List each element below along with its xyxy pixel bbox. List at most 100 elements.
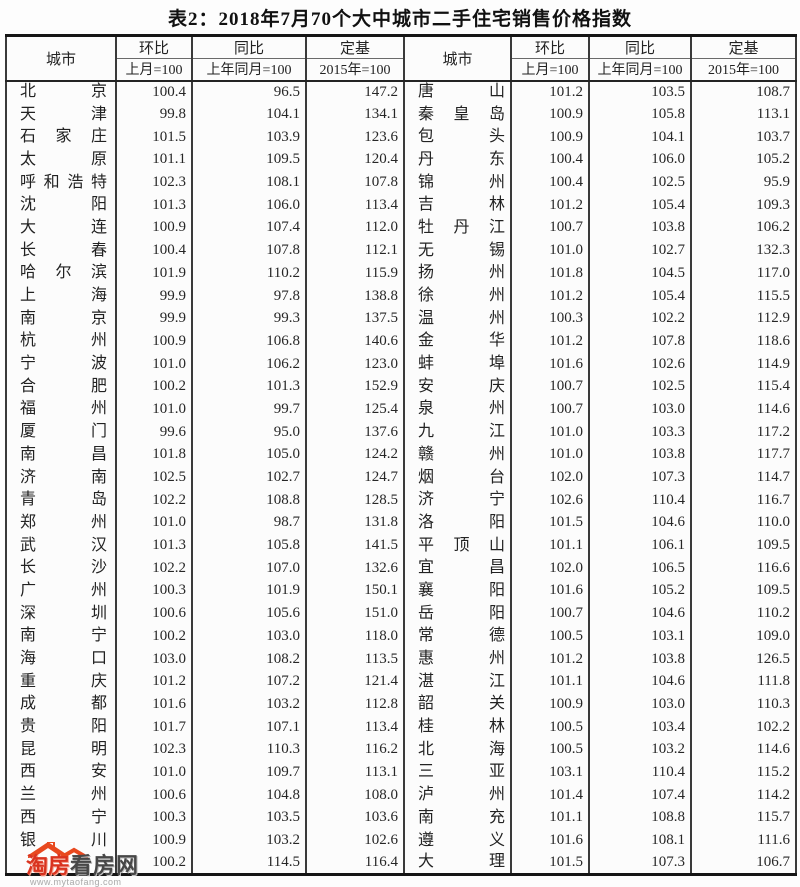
yoy-value-right: 105.2 [588, 579, 692, 603]
yoy-value-right: 105.4 [588, 193, 692, 217]
table-row: 合肥 100.2 101.3 152.9 安庆 100.7 102.5 115.… [5, 375, 797, 399]
mom-value-right: 100.5 [510, 715, 590, 739]
watermark-url: www.mytaofang.com [30, 877, 122, 887]
city-cell-right: 蚌埠 [403, 352, 512, 376]
yoy-value-right: 104.1 [588, 125, 692, 149]
yoy-base-label-right: 上年同月=100 [588, 58, 692, 82]
table-row: 重庆 101.2 107.2 121.4 湛江 101.1 104.6 111.… [5, 670, 797, 694]
city-name: 韶关 [418, 695, 505, 713]
table-row: 长春 100.4 107.8 112.1 无锡 101.0 102.7 132.… [5, 239, 797, 262]
city-cell-left: 济南 [5, 466, 117, 489]
base-value-right: 111.8 [690, 670, 797, 694]
table-row: 北京 100.4 96.5 147.2 唐山 101.2 103.5 108.7 [5, 80, 797, 104]
base-value-left: 131.8 [305, 511, 405, 535]
city-cell-left: 青岛 [5, 488, 117, 512]
mom-value-right: 101.2 [510, 193, 590, 217]
base-value-left: 151.0 [305, 602, 405, 625]
city-name: 温州 [418, 309, 505, 327]
yoy-value-right: 103.8 [588, 443, 692, 467]
yoy-value-left: 105.8 [191, 534, 307, 557]
yoy-value-left: 103.0 [191, 625, 307, 648]
mom-column-header-left: 环比 [115, 35, 193, 59]
city-cell-left: 西安 [5, 761, 117, 784]
city-name: 兰州 [20, 786, 107, 804]
yoy-value-left: 107.8 [191, 239, 307, 262]
header-row-groups: 城市 环比 同比 定基 城市 环比 同比 定基 [5, 35, 797, 82]
base-value-left: 140.6 [305, 330, 405, 353]
table-row: 青岛 102.2 108.8 128.5 济宁 102.6 110.4 116.… [5, 488, 797, 512]
price-index-table: 城市 环比 同比 定基 城市 环比 同比 定基 上月=100 上年同月=100 … [5, 34, 797, 877]
mom-value-left: 101.6 [115, 693, 193, 716]
city-cell-left: 南京 [5, 307, 117, 331]
base-value-left: 132.6 [305, 556, 405, 580]
city-cell-left: 南昌 [5, 443, 117, 467]
table-row: 西宁 100.3 103.5 103.6 南充 101.1 108.8 115.… [5, 806, 797, 830]
city-name: 杭州 [20, 332, 107, 350]
city-cell-right: 遵义 [403, 829, 512, 852]
mom-value-right: 100.3 [510, 307, 590, 331]
city-column-header-left: 城市 [5, 35, 117, 82]
mom-value-right: 100.9 [510, 125, 590, 149]
city-name: 平顶山 [418, 536, 505, 554]
city-cell-right: 三亚 [403, 761, 512, 784]
yoy-value-left: 101.9 [191, 579, 307, 603]
city-name: 吉林 [418, 196, 505, 214]
city-cell-left: 广州 [5, 579, 117, 603]
yoy-base-label-left: 上年同月=100 [191, 58, 307, 82]
yoy-value-left: 107.4 [191, 216, 307, 240]
base-value-right: 106.7 [690, 851, 797, 875]
mom-value-left: 100.9 [115, 829, 193, 852]
base-value-right: 114.2 [690, 783, 797, 807]
city-name: 合肥 [20, 377, 107, 395]
yoy-value-left: 106.8 [191, 330, 307, 353]
yoy-value-left: 104.1 [191, 103, 307, 126]
base-value-left: 137.6 [305, 420, 405, 444]
yoy-value-left: 105.0 [191, 443, 307, 467]
yoy-value-right: 106.5 [588, 556, 692, 580]
city-name: 济宁 [418, 491, 505, 509]
mom-value-left: 102.5 [115, 466, 193, 489]
mom-value-right: 100.4 [510, 171, 590, 194]
mom-value-left: 100.6 [115, 602, 193, 625]
yoy-value-left: 114.5 [191, 851, 307, 875]
yoy-value-left: 101.3 [191, 375, 307, 399]
city-name: 惠州 [418, 650, 505, 668]
city-name: 郑州 [20, 513, 107, 531]
yoy-value-left: 97.8 [191, 284, 307, 308]
watermark-brand: 淘房看房网 [26, 855, 139, 877]
city-name: 北京 [20, 83, 107, 101]
base-value-right: 114.9 [690, 352, 797, 376]
mom-value-right: 101.0 [510, 420, 590, 444]
city-name: 石家庄 [20, 128, 107, 146]
mom-value-left: 101.0 [115, 761, 193, 784]
table-row: 海口 103.0 108.2 113.5 惠州 101.2 103.8 126.… [5, 647, 797, 671]
base-value-right: 115.7 [690, 806, 797, 830]
city-cell-right: 岳阳 [403, 602, 512, 625]
mom-value-right: 100.5 [510, 625, 590, 648]
base-value-right: 116.7 [690, 488, 797, 512]
city-name: 赣州 [418, 445, 505, 463]
city-cell-right: 包头 [403, 125, 512, 149]
mom-value-right: 102.0 [510, 466, 590, 489]
yoy-value-right: 103.3 [588, 420, 692, 444]
city-name: 扬州 [418, 264, 505, 282]
base-value-left: 112.1 [305, 239, 405, 262]
city-name: 大连 [20, 218, 107, 236]
header-row-base: 上月=100 上年同月=100 2015年=100 上月=100 上年同月=10… [6, 58, 797, 82]
mom-value-right: 101.6 [510, 579, 590, 603]
yoy-value-left: 99.7 [191, 398, 307, 421]
yoy-value-right: 106.1 [588, 534, 692, 557]
yoy-value-right: 104.6 [588, 670, 692, 694]
base-value-left: 118.0 [305, 625, 405, 648]
mom-value-left: 99.6 [115, 420, 193, 444]
city-name: 西宁 [20, 808, 107, 826]
city-cell-left: 长春 [5, 239, 117, 262]
city-cell-right: 安庆 [403, 375, 512, 399]
mom-value-right: 101.4 [510, 783, 590, 807]
mom-value-left: 100.2 [115, 375, 193, 399]
table-row: 杭州 100.9 106.8 140.6 金华 101.2 107.8 118.… [5, 330, 797, 353]
city-cell-left: 哈尔滨 [5, 262, 117, 285]
city-name: 唐山 [418, 83, 505, 101]
yoy-value-left: 106.0 [191, 193, 307, 217]
city-name: 长沙 [20, 559, 107, 577]
